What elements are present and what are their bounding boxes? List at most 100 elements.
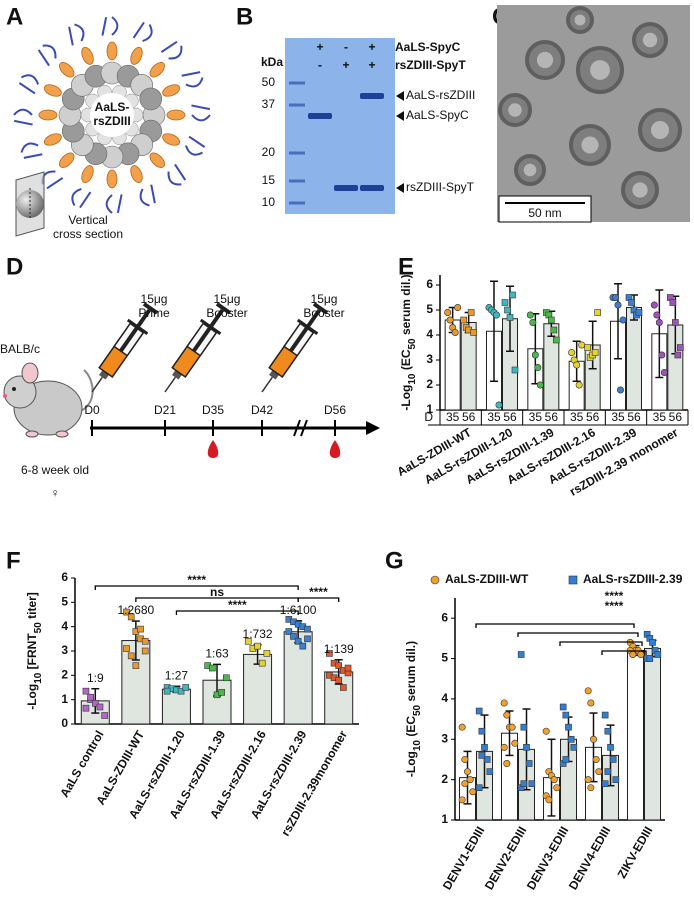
value-label: 1:139 (324, 642, 354, 656)
lane-sign: + (368, 58, 375, 72)
timepoint: D42 (251, 403, 273, 417)
syringe (91, 302, 159, 393)
day-label: 56 (669, 410, 683, 424)
data-point (587, 699, 595, 707)
data-point (653, 311, 661, 319)
gel (285, 38, 395, 214)
data-point (454, 303, 462, 311)
title-part: -Log (25, 684, 39, 710)
value-label: 1:27 (165, 668, 189, 682)
sex: ♀ (51, 486, 60, 500)
legend-label: AaLS-rsZDIII-2.39 (583, 572, 683, 586)
mouse-foot (55, 430, 69, 438)
data-point (483, 756, 491, 763)
significance-label: **** (187, 573, 206, 587)
data-point (548, 316, 555, 324)
data-point (469, 788, 477, 796)
linker (81, 46, 94, 65)
syringe (164, 302, 232, 393)
data-point (478, 727, 486, 735)
data-point (550, 326, 558, 334)
y-tick-label: 4 (61, 619, 68, 633)
linker (166, 109, 186, 121)
subscript: 10 (33, 672, 44, 684)
needle (91, 376, 103, 393)
data-point (531, 351, 539, 359)
data-point (616, 386, 624, 394)
data-point (672, 319, 679, 326)
data-point (478, 752, 486, 759)
particle-label: rsZDIII (93, 114, 130, 128)
particle-core (523, 163, 537, 177)
value-label: 1:732 (243, 627, 273, 641)
ediii-domain (20, 142, 43, 159)
data-point (470, 329, 477, 336)
lane-sign: + (368, 40, 375, 54)
ediii-domain (71, 187, 92, 209)
data-point (612, 776, 620, 783)
band-arrow (396, 183, 404, 193)
title-part: [FRNT (25, 633, 39, 673)
dose-label: Prime (138, 306, 170, 320)
plunger-cap (215, 302, 232, 315)
title-part: serum dil.) (399, 274, 413, 338)
band-label: rsZDIII-SpyT (406, 180, 475, 194)
bar (626, 307, 642, 411)
ladder-band (289, 103, 305, 107)
data-point (244, 637, 252, 645)
data-point (525, 760, 533, 767)
data-point (567, 735, 575, 743)
ediii-domain (41, 170, 64, 190)
subscript: 50 (407, 338, 418, 350)
data-point (674, 351, 682, 359)
significance-label: **** (309, 585, 328, 599)
data-point (534, 363, 542, 371)
x-tick-label: DENV2-EDIII (482, 824, 529, 892)
scale-label: 50 nm (528, 206, 561, 220)
data-point (258, 659, 266, 667)
x-tick-label: DENV4-EDIII (566, 824, 613, 892)
data-point (458, 723, 466, 731)
bar (644, 647, 661, 821)
data-point (501, 299, 509, 306)
panel-label: E (398, 253, 414, 280)
data-point (649, 639, 656, 646)
significance-bracket (94, 585, 299, 590)
y-tick-label: 4 (441, 691, 448, 705)
data-point (177, 687, 185, 695)
particle-core (651, 121, 669, 139)
y-tick-label: 4 (426, 327, 433, 341)
significance-label: ns (210, 585, 224, 599)
data-point (669, 299, 677, 306)
data-point (601, 780, 609, 787)
significance-bracket (475, 623, 635, 628)
data-point (500, 699, 508, 707)
hub (269, 370, 280, 380)
y-tick-label: 6 (441, 610, 448, 624)
y-tick-label: 6 (426, 277, 433, 291)
value-label: 1:6100 (280, 603, 317, 617)
significance-bracket (517, 632, 639, 637)
y-tick-label: 2 (441, 772, 448, 786)
day-label: 35 (487, 410, 501, 424)
y-tick-label: 0 (61, 716, 68, 730)
bar (161, 688, 191, 725)
value-label: 1:63 (205, 647, 229, 661)
data-point (467, 309, 475, 316)
data-point (628, 299, 635, 306)
particle-core (590, 60, 610, 80)
data-point (592, 755, 600, 763)
blood-drop (329, 440, 341, 458)
data-point (263, 650, 271, 657)
significance-label: **** (228, 598, 247, 612)
dose-amount: 15μg (311, 292, 338, 306)
linker (106, 41, 118, 61)
y-axis-title: -Log10 (EC50 serum dil.) (399, 274, 418, 410)
day-label: 56 (586, 410, 600, 424)
x-tick-label: ZIKV-EDIII (615, 824, 656, 881)
ediii-domain (37, 44, 57, 67)
band-arrow (396, 91, 404, 101)
data-point (82, 704, 90, 712)
linker (38, 109, 58, 121)
data-point (475, 707, 483, 715)
